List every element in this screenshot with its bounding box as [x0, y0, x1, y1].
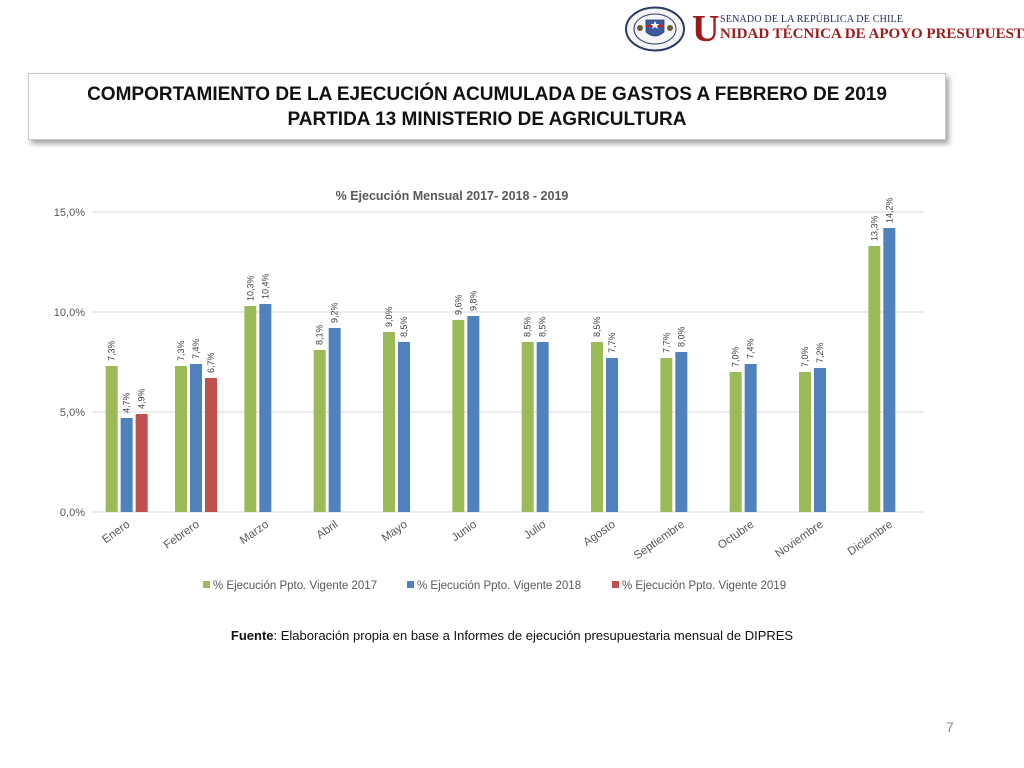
- senate-seal-icon: [625, 6, 685, 52]
- slide-title-line1: COMPORTAMIENTO DE LA EJECUCIÓN ACUMULADA…: [87, 83, 887, 105]
- source-label: Fuente: [230, 628, 274, 643]
- bar: [452, 320, 465, 512]
- bar: [521, 342, 534, 512]
- logo-unit-text: NIDAD TÉCNICA DE APOYO PRESUPUESTARIO: [720, 26, 1024, 42]
- data-label: 8,5%: [399, 316, 409, 337]
- bar: [259, 304, 272, 512]
- x-tick-label: Junio: [450, 519, 479, 545]
- bar: [799, 372, 811, 512]
- x-tick-label: Diciembre: [846, 519, 895, 559]
- data-label: 13,3%: [869, 215, 879, 241]
- page-number: 7: [946, 719, 954, 735]
- data-label: 7,0%: [731, 346, 741, 367]
- bar: [383, 332, 395, 512]
- bar: [205, 378, 217, 512]
- x-tick-label: Agosto: [582, 519, 618, 549]
- bar: [467, 316, 480, 512]
- x-tick-label: Julio: [522, 519, 548, 542]
- data-label: 7,4%: [746, 338, 756, 359]
- data-label: 8,5%: [592, 316, 602, 337]
- bar: [814, 368, 826, 512]
- data-label: 8,5%: [523, 316, 533, 337]
- y-tick-label: 5,0%: [60, 407, 85, 419]
- bar: [675, 352, 688, 512]
- bar: [313, 350, 326, 512]
- x-tick-label: Octubre: [716, 519, 756, 552]
- bar: [536, 342, 549, 512]
- x-tick-label: Febrero: [162, 519, 202, 552]
- data-label: 6,7%: [206, 352, 216, 373]
- legend-swatch: [203, 581, 210, 588]
- bar: [398, 342, 410, 512]
- data-label: 7,3%: [176, 340, 186, 361]
- legend-swatch: [612, 581, 619, 588]
- bar: [135, 414, 148, 512]
- execution-bar-chart: % Ejecución Mensual 2017- 2018 - 2019 0,0…: [54, 189, 924, 592]
- data-label: 8,1%: [315, 324, 325, 345]
- data-label: 7,7%: [661, 332, 671, 353]
- data-label: 10,3%: [245, 275, 255, 301]
- bar: [105, 366, 118, 512]
- bar: [190, 364, 202, 512]
- bar: [591, 342, 603, 512]
- bar: [606, 358, 618, 512]
- data-label: 9,2%: [330, 302, 340, 323]
- x-tick-label: Marzo: [238, 519, 271, 547]
- bar: [744, 364, 757, 512]
- logo-initial: U: [692, 8, 720, 50]
- data-label: 9,6%: [453, 294, 463, 315]
- bar: [244, 306, 257, 512]
- data-label: 7,2%: [815, 342, 825, 363]
- bar: [660, 358, 673, 512]
- data-label: 8,5%: [538, 316, 548, 337]
- bar: [883, 228, 896, 512]
- x-tick-label: Septiembre: [632, 519, 687, 563]
- legend-label: % Ejecución Ppto. Vigente 2019: [622, 580, 786, 592]
- chart-title: % Ejecución Mensual 2017- 2018 - 2019: [336, 189, 569, 203]
- data-label: 4,7%: [122, 392, 132, 413]
- data-label: 9,0%: [384, 306, 394, 327]
- source-note: Fuente: Elaboración propia en base a Inf…: [0, 628, 1024, 643]
- legend-label: % Ejecución Ppto. Vigente 2017: [213, 580, 377, 592]
- bar: [328, 328, 341, 512]
- source-text: : Elaboración propia en base a Informes …: [273, 628, 794, 643]
- data-label: 10,4%: [260, 273, 270, 299]
- data-label: 7,7%: [607, 332, 617, 353]
- x-tick-label: Mayo: [380, 519, 410, 545]
- x-tick-label: Enero: [100, 519, 132, 546]
- senate-logo: U SENADO DE LA REPÚBLICA DE CHILE NIDAD …: [624, 6, 1024, 54]
- y-tick-label: 15,0%: [54, 207, 85, 219]
- slide-title-line2: PARTIDA 13 MINISTERIO DE AGRICULTURA: [287, 108, 687, 130]
- bar: [120, 418, 133, 512]
- data-label: 4,9%: [137, 388, 147, 409]
- data-label: 8,0%: [676, 326, 686, 347]
- legend-label: % Ejecución Ppto. Vigente 2018: [417, 580, 581, 592]
- data-label: 7,0%: [800, 346, 810, 367]
- data-label: 14,2%: [884, 197, 894, 223]
- bar: [175, 366, 187, 512]
- x-tick-label: Noviembre: [773, 519, 825, 561]
- bar: [729, 372, 742, 512]
- x-tick-label: Abril: [315, 519, 341, 542]
- data-label: 9,8%: [468, 290, 478, 311]
- data-label: 7,4%: [191, 338, 201, 359]
- y-tick-label: 10,0%: [54, 307, 85, 319]
- y-tick-label: 0,0%: [60, 507, 85, 519]
- data-label: 7,3%: [107, 340, 117, 361]
- legend-swatch: [407, 581, 414, 588]
- slide-title-box: COMPORTAMIENTO DE LA EJECUCIÓN ACUMULADA…: [28, 73, 946, 140]
- logo-senate-text: SENADO DE LA REPÚBLICA DE CHILE: [720, 14, 904, 25]
- bar: [868, 246, 881, 512]
